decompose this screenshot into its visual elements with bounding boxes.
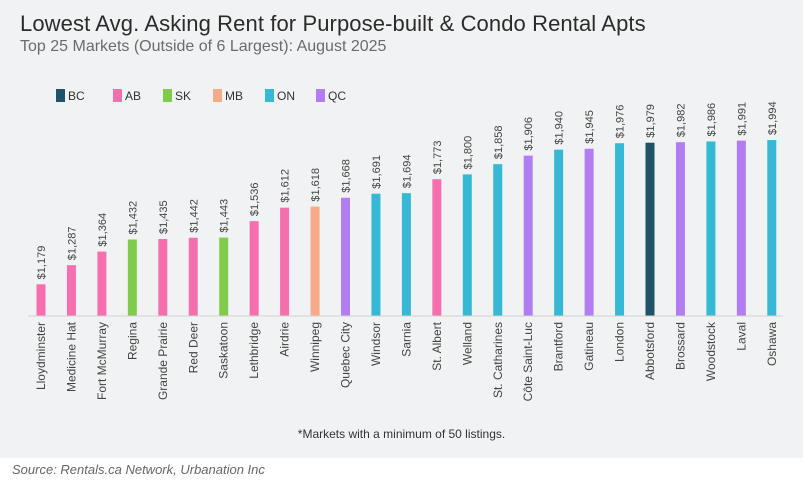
category-label-oshawa: Oshawa <box>765 322 779 366</box>
legend-swatch-bc <box>56 89 65 102</box>
value-label-red-deer: $1,442 <box>188 199 200 233</box>
value-label-cote-saint-luc: $1,906 <box>523 117 535 151</box>
bar-fort-mcmurray <box>97 251 107 316</box>
legend-swatch-sk <box>163 89 172 102</box>
value-label-abbotsford: $1,979 <box>645 104 657 138</box>
category-label-quebec-city: Quebec City <box>339 322 353 388</box>
bar-red-deer <box>188 237 198 316</box>
legend-swatch-mb <box>213 89 222 102</box>
bar-regina <box>127 239 137 316</box>
category-label-airdrie: Airdrie <box>278 322 292 357</box>
value-labels: $1,179 $1,287 $1,364 $1,432 $1,435 $1,442 $1,4… <box>36 101 779 279</box>
bar-gatineau <box>584 148 594 316</box>
value-label-brantford: $1,940 <box>554 111 566 145</box>
legend-swatch-on <box>265 89 274 102</box>
footnote: *Markets with a minimum of 50 listings. <box>297 427 506 441</box>
value-label-saskatoon: $1,443 <box>219 199 231 233</box>
value-label-windsor: $1,691 <box>371 155 383 189</box>
category-label-woodstock: Woodstock <box>704 321 718 381</box>
bar-laval <box>736 140 746 316</box>
category-label-laval: Laval <box>734 322 748 351</box>
bar-windsor <box>371 193 381 316</box>
category-label-sarnia: Sarnia <box>399 322 413 357</box>
value-label-grande-prairie: $1,435 <box>158 200 170 234</box>
value-label-sarnia: $1,694 <box>401 155 413 189</box>
chart-subtitle: Top 25 Markets (Outside of 6 Largest): A… <box>20 38 387 55</box>
legend-label-qc: QC <box>328 89 346 103</box>
bar-st-albert <box>432 179 442 316</box>
bar-woodstock <box>706 141 716 316</box>
category-label-saskatoon: Saskatoon <box>217 322 231 379</box>
legend-swatch-ab <box>113 89 122 102</box>
bar-cote-saint-luc <box>523 155 533 316</box>
category-label-lloydminster: Lloydminster <box>34 322 48 390</box>
bar-brossard <box>675 142 685 316</box>
category-label-regina: Regina <box>125 322 139 360</box>
value-label-lethbridge: $1,536 <box>249 182 261 216</box>
category-label-brossard: Brossard <box>673 322 687 370</box>
bar-st-catharines <box>493 164 503 316</box>
category-label-st-albert: St. Albert <box>430 321 444 370</box>
value-label-airdrie: $1,612 <box>280 169 292 203</box>
category-label-lethbridge: Lethbridge <box>247 322 261 379</box>
category-label-windsor: Windsor <box>369 322 383 366</box>
legend-swatch-qc <box>316 89 325 102</box>
legend-label-on: ON <box>277 89 295 103</box>
value-label-laval: $1,991 <box>736 102 748 136</box>
bar-welland <box>462 174 472 316</box>
value-label-quebec-city: $1,668 <box>341 159 353 193</box>
bar-brantford <box>554 149 564 316</box>
chart-title: Lowest Avg. Asking Rent for Purpose-buil… <box>20 11 646 36</box>
bar-quebec-city <box>341 197 350 316</box>
value-label-winnipeg: $1,618 <box>310 168 322 202</box>
bar-winnipeg <box>310 206 320 316</box>
source-note: Source: Rentals.ca Network, Urbanation I… <box>12 462 265 477</box>
legend-label-sk: SK <box>175 89 191 103</box>
category-label-red-deer: Red Deer <box>186 322 200 373</box>
category-labels: Lloydminster Medicine Hat Fort McMurray Reg… <box>34 321 779 401</box>
category-label-winnipeg: Winnipeg <box>308 322 322 372</box>
value-label-london: $1,976 <box>615 105 627 139</box>
value-label-fort-mcmurray: $1,364 <box>97 213 109 247</box>
value-label-welland: $1,800 <box>462 136 474 170</box>
category-label-brantford: Brantford <box>552 322 566 371</box>
value-label-gatineau: $1,945 <box>584 110 596 144</box>
bar-sarnia <box>401 193 411 316</box>
category-label-fort-mcmurray: Fort McMurray <box>95 322 109 400</box>
bar-medicine-hat <box>66 265 76 316</box>
value-label-lloydminster: $1,179 <box>36 246 48 280</box>
category-label-abbotsford: Abbotsford <box>643 322 657 380</box>
bar-london <box>615 143 625 316</box>
value-label-medicine-hat: $1,287 <box>66 227 78 261</box>
bar-lethbridge <box>249 221 259 316</box>
bar-series <box>36 140 777 316</box>
value-label-st-catharines: $1,858 <box>493 125 505 159</box>
legend: BC AB SK MB ON QC <box>56 89 346 103</box>
value-label-brossard: $1,982 <box>675 104 687 138</box>
bar-chart: BC AB SK MB ON QC $1,179$1,287 $1,364 $1,432 $1,… <box>28 89 783 401</box>
category-label-welland: Welland <box>460 322 474 365</box>
value-label-regina: $1,432 <box>127 201 139 235</box>
category-label-grande-prairie: Grande Prairie <box>156 322 170 400</box>
bar-lloydminster <box>36 284 46 316</box>
bar-saskatoon <box>219 237 229 316</box>
bar-airdrie <box>280 207 290 316</box>
category-label-gatineau: Gatineau <box>582 322 596 371</box>
legend-label-ab: AB <box>125 89 141 103</box>
legend-label-bc: BC <box>68 89 85 103</box>
value-label-woodstock: $1,986 <box>706 103 718 137</box>
bar-grande-prairie <box>158 239 168 316</box>
value-label-st-albert: $1,773 <box>432 141 444 175</box>
bar-oshawa <box>767 140 777 316</box>
value-label-oshawa: $1,994 <box>767 101 779 135</box>
legend-label-mb: MB <box>225 89 243 103</box>
category-label-st-catharines: St. Catharines <box>491 322 505 398</box>
category-label-medicine-hat: Medicine Hat <box>64 321 78 392</box>
category-label-cote-saint-luc: Côte Saint-Luc <box>521 322 535 401</box>
category-label-london: London <box>613 322 627 362</box>
chart-card: Lowest Avg. Asking Rent for Purpose-buil… <box>0 0 803 458</box>
bar-abbotsford <box>645 142 655 316</box>
